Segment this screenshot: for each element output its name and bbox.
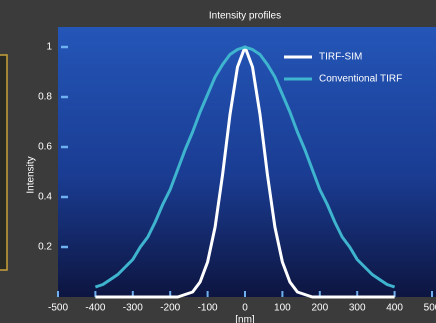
- x-tick-label: 300: [349, 303, 366, 314]
- x-tick-label: 500: [424, 303, 436, 314]
- legend-label: Conventional TIRF: [319, 74, 402, 85]
- x-axis-label: [nm]: [235, 315, 255, 323]
- chart-title: Intensity profiles: [209, 11, 281, 22]
- x-tick-label: 100: [274, 303, 291, 314]
- y-tick-label: 0.8: [38, 92, 52, 103]
- plot-area: [58, 27, 436, 297]
- y-axis-label: Intensity: [26, 156, 37, 193]
- legend-label: TIRF-SIM: [319, 52, 362, 63]
- x-tick-label: 400: [386, 303, 403, 314]
- x-tick-label: 200: [311, 303, 328, 314]
- side-image: [0, 55, 7, 270]
- x-tick-label: -300: [123, 303, 143, 314]
- x-tick-label: 0: [242, 303, 248, 314]
- x-tick-label: -500: [48, 303, 68, 314]
- y-tick-label: 0.4: [38, 192, 52, 203]
- x-tick-label: -400: [85, 303, 105, 314]
- chart: Intensity profiles [nm] Intensity 0.2 0.4…: [0, 0, 436, 323]
- x-tick-label: -200: [160, 303, 180, 314]
- y-tick-label: 1: [46, 42, 52, 53]
- page: Intensity profiles [nm] Intensity 0.2 0.4…: [0, 0, 436, 323]
- x-tick-label: -100: [198, 303, 218, 314]
- y-tick-label: 0.2: [38, 242, 52, 253]
- y-tick-label: 0.6: [38, 142, 52, 153]
